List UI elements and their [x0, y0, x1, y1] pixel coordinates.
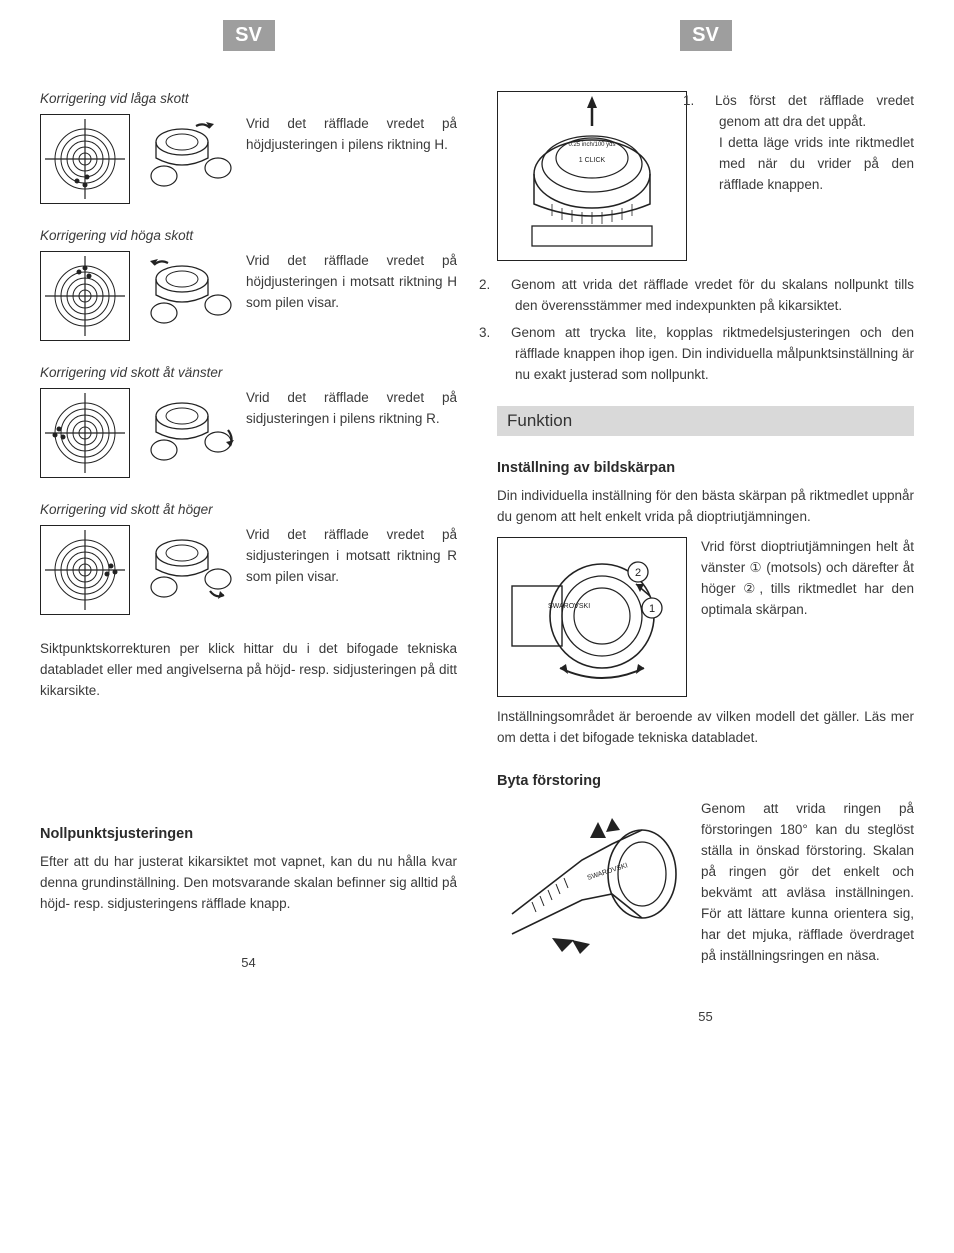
- focus-note: Inställningsområdet är beroende av vilke…: [497, 707, 914, 749]
- page-spread: SV Korrigering vid låga skott: [0, 0, 954, 1064]
- correction-text: Vrid det räfflade vredet på höjdjusterin…: [246, 114, 457, 156]
- target-diagram-icon: [40, 388, 130, 478]
- turret-diagram-icon: [138, 251, 238, 341]
- mag-heading: Byta förstoring: [497, 773, 914, 789]
- step-block: 1 CLICK 0.25 inch/100 yds 1.Lös först d: [497, 91, 914, 261]
- tech-note: Siktpunktskorrekturen per klick hittar d…: [40, 639, 457, 702]
- svg-text:SWAROVSKI: SWAROVSKI: [548, 603, 590, 610]
- lang-badge-right: SV: [680, 20, 732, 51]
- step-list: 2.Genom att vrida det räfflade vredet fö…: [497, 275, 914, 386]
- zero-text: Efter att du har justerat kikarsiktet mo…: [40, 852, 457, 915]
- correction-title: Korrigering vid skott åt höger: [40, 502, 457, 517]
- mag-body: Genom att vrida ringen på förstoringen 1…: [701, 799, 914, 966]
- correction-text: Vrid det räfflade vredet på sidjustering…: [246, 525, 457, 588]
- svg-text:2: 2: [635, 567, 641, 579]
- svg-text:0.25 inch/100 yds: 0.25 inch/100 yds: [568, 142, 615, 148]
- turret-diagram-icon: [138, 525, 238, 615]
- step-text: Genom att trycka lite, kopplas riktmedel…: [511, 325, 914, 382]
- correction-block-right: Korrigering vid skott åt höger: [40, 502, 457, 615]
- correction-block-high: Korrigering vid höga skott: [40, 228, 457, 341]
- target-diagram-icon: [40, 525, 130, 615]
- page-number-right: 55: [497, 1009, 914, 1024]
- mag-block: SWAROVSKI Genom att vrida ringen på förs…: [497, 799, 914, 969]
- correction-block-left: Korrigering vid skott åt vänster: [40, 365, 457, 478]
- step-item: 3.Genom att trycka lite, kopplas riktmed…: [497, 323, 914, 386]
- page-number-left: 54: [40, 955, 457, 970]
- section-heading: Funktion: [497, 406, 914, 436]
- turret-diagram-icon: [138, 114, 238, 204]
- focus-heading: Inställning av bildskärpan: [497, 460, 914, 476]
- step-item: 1.Lös först det räfflade vredet genom at…: [701, 91, 914, 196]
- correction-title: Korrigering vid höga skott: [40, 228, 457, 243]
- lang-badge-left: SV: [223, 20, 275, 51]
- correction-text: Vrid det räfflade vredet på sidjustering…: [246, 388, 457, 430]
- svg-text:1: 1: [649, 603, 655, 615]
- correction-title: Korrigering vid låga skott: [40, 91, 457, 106]
- correction-title: Korrigering vid skott åt vänster: [40, 365, 457, 380]
- step-text: Genom att vrida det räfflade vredet för …: [511, 277, 914, 313]
- target-diagram-icon: [40, 114, 130, 204]
- step-item: 2.Genom att vrida det räfflade vredet fö…: [497, 275, 914, 317]
- knob-diagram-icon: 1 CLICK 0.25 inch/100 yds: [497, 91, 687, 261]
- focus-body: Vrid först dioptriutjämningen helt åt vä…: [701, 537, 914, 621]
- page-right: SV 1 CLICK 0.25 inch/100 yds: [497, 20, 914, 1024]
- target-diagram-icon: [40, 251, 130, 341]
- correction-text: Vrid det räfflade vredet på höjdjusterin…: [246, 251, 457, 314]
- page-left: SV Korrigering vid låga skott: [40, 20, 457, 1024]
- focus-intro: Din individuella inställning för den bäs…: [497, 486, 914, 528]
- turret-diagram-icon: [138, 388, 238, 478]
- svg-text:1 CLICK: 1 CLICK: [579, 157, 606, 164]
- focus-block: SWAROVSKI 1 2 Vrid först dioptriutjämnin…: [497, 537, 914, 697]
- correction-block-low: Korrigering vid låga skott: [40, 91, 457, 204]
- magnification-diagram-icon: SWAROVSKI: [497, 799, 687, 969]
- step-text: Lös först det räfflade vredet genom att …: [715, 93, 914, 192]
- zero-heading: Nollpunktsjusteringen: [40, 826, 457, 842]
- eyepiece-diagram-icon: SWAROVSKI 1 2: [497, 537, 687, 697]
